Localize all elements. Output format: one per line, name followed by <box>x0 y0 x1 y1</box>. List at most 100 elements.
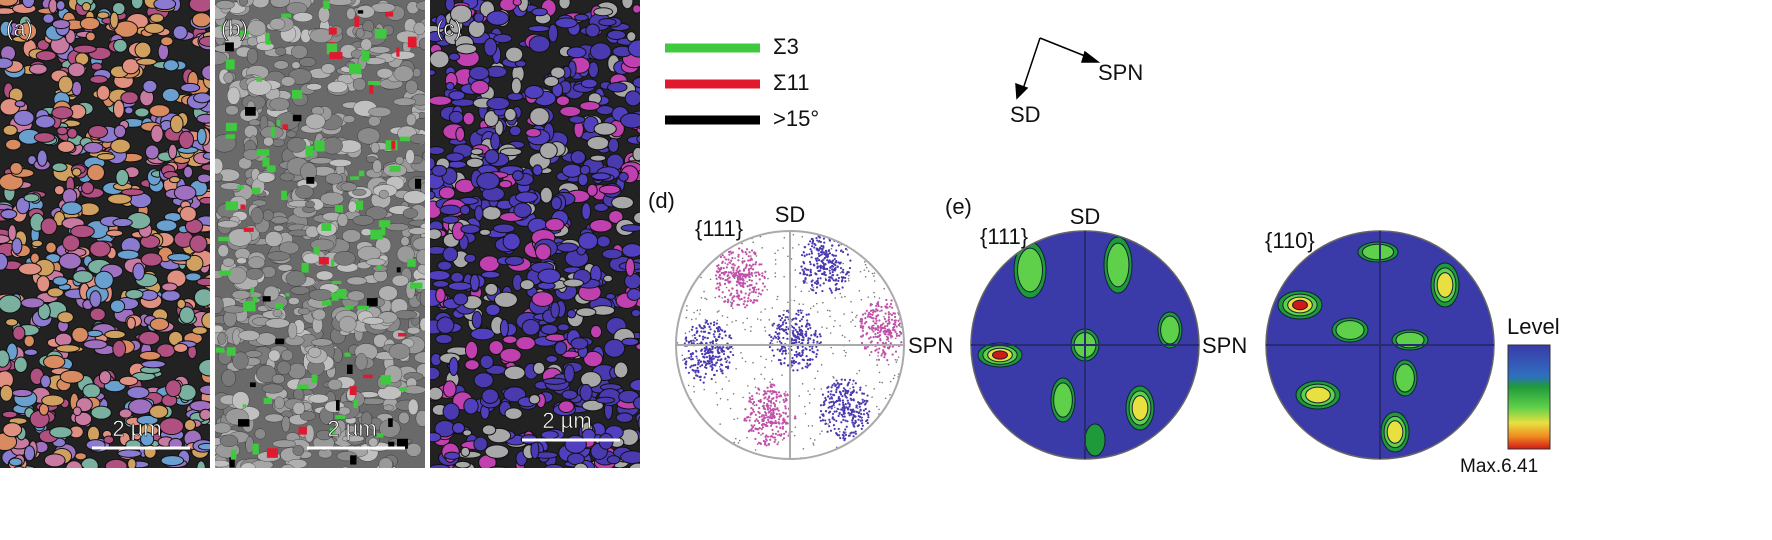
pole-dot <box>828 287 832 290</box>
grain <box>160 36 174 47</box>
pole-dot <box>737 272 741 276</box>
pole-dot <box>714 274 718 277</box>
pole-dot <box>749 267 753 270</box>
grain <box>593 202 609 212</box>
pole-dot <box>819 410 823 413</box>
pole-dot <box>822 261 825 264</box>
grain <box>59 369 84 384</box>
grain <box>454 460 471 468</box>
pole-dot <box>741 250 744 254</box>
grain <box>269 97 290 111</box>
pole-dot <box>892 326 895 329</box>
grain <box>445 152 465 163</box>
grain <box>479 354 494 370</box>
grain <box>590 172 611 181</box>
pole-dot <box>696 330 699 333</box>
pole-dot <box>736 292 739 295</box>
grain <box>484 444 510 459</box>
pole-dot <box>739 278 743 281</box>
pole-dot <box>793 353 796 357</box>
grain <box>227 86 241 105</box>
noise-dot <box>849 387 851 390</box>
pole-dot <box>797 313 800 316</box>
pole-dot <box>761 282 765 285</box>
pole-dot <box>776 407 779 410</box>
boundary <box>275 302 284 309</box>
pole-dot <box>827 385 830 388</box>
pole-dot <box>868 315 871 319</box>
pole-dot <box>834 289 837 292</box>
grain <box>589 218 613 233</box>
pole-dot <box>810 252 814 255</box>
pole-dot <box>851 421 854 424</box>
boundary <box>398 332 407 337</box>
grain <box>144 144 160 160</box>
grain <box>215 324 224 333</box>
grain <box>626 288 640 301</box>
noise-dot <box>738 439 741 442</box>
noise-dot <box>749 255 752 257</box>
noise-dot <box>688 275 691 277</box>
pole-dot <box>739 284 742 287</box>
pole-dot <box>890 299 893 302</box>
grain <box>561 389 578 400</box>
grain <box>47 287 64 298</box>
pole-dot <box>805 348 808 351</box>
noise-dot <box>758 393 761 395</box>
pole-dot <box>891 345 894 348</box>
noise-dot <box>684 414 687 417</box>
grain <box>376 68 393 79</box>
pole-dot <box>752 263 755 266</box>
pole-dot <box>846 420 849 423</box>
grain <box>627 39 640 58</box>
grain <box>625 257 636 277</box>
pole-dot <box>907 326 909 328</box>
grain <box>544 218 565 232</box>
grain <box>342 115 356 124</box>
grain <box>566 309 577 319</box>
grain <box>606 455 621 465</box>
pole-dot <box>890 313 894 317</box>
pole-dot <box>748 278 751 282</box>
noise-dot <box>892 422 895 424</box>
pole-dot <box>898 322 901 325</box>
pole-dot <box>906 324 908 326</box>
boundary <box>366 298 378 307</box>
noise-dot <box>760 319 762 321</box>
grain <box>127 458 137 468</box>
pole-dot <box>869 312 872 316</box>
noise-dot <box>693 311 695 314</box>
boundary <box>292 114 302 122</box>
pole-dot <box>872 309 875 312</box>
pole-dot <box>692 342 695 345</box>
pole-dot <box>859 408 862 411</box>
noise-dot <box>798 395 801 397</box>
noise-dot <box>721 388 724 390</box>
grain <box>286 130 297 138</box>
pole-dot <box>805 355 808 358</box>
pole-dot <box>747 255 750 258</box>
pole-dot <box>841 399 845 402</box>
pole-dot <box>833 394 836 397</box>
pole-dot <box>867 413 870 417</box>
pole-dot <box>819 264 822 267</box>
noise-dot <box>681 292 683 294</box>
pole-dot <box>753 251 756 254</box>
noise-dot <box>890 336 892 339</box>
grain <box>142 79 158 94</box>
grain <box>254 428 266 440</box>
grain <box>393 65 414 82</box>
pole-dot <box>758 292 761 295</box>
pole-dot <box>784 430 788 433</box>
noise-dot <box>744 328 746 331</box>
noise-dot <box>723 456 726 458</box>
pole-dot <box>835 287 838 290</box>
grain <box>528 35 551 53</box>
plane-label: {111} <box>695 216 743 241</box>
grain <box>73 44 97 54</box>
pole-dot <box>830 405 834 408</box>
grain <box>72 406 82 417</box>
grain <box>276 360 291 375</box>
pole-dot <box>782 321 785 324</box>
pole-dot <box>818 236 821 239</box>
